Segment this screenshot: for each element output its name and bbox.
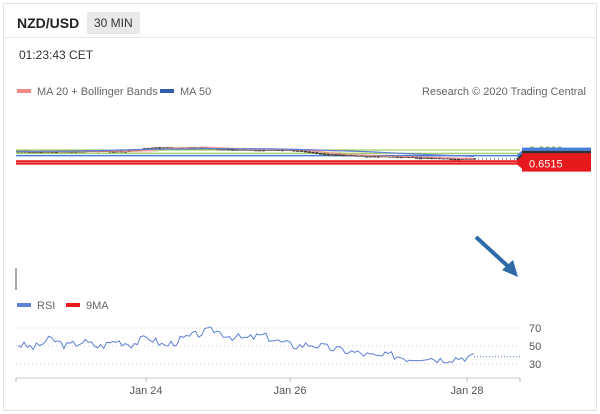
- candle-body: [112, 151, 116, 153]
- candle-body: [430, 157, 434, 160]
- ma50-legend-swatch: [160, 89, 174, 93]
- ma9-legend-label: 9MA: [86, 300, 109, 312]
- support-label-bg: [522, 155, 591, 172]
- support-label: 0.6515: [529, 159, 563, 171]
- ma50-line: [18, 148, 475, 157]
- candle-body: [303, 150, 308, 153]
- research-credit: Research © 2020 Trading Central: [422, 86, 586, 98]
- candle-body: [315, 152, 319, 155]
- forecast-arrow: [474, 235, 514, 272]
- rsi-tick-label: 50: [529, 341, 541, 353]
- timestamp: 01:23:43 CET: [19, 48, 94, 62]
- ma50-legend-label: MA 50: [180, 86, 211, 98]
- candle-body: [307, 151, 311, 153]
- candle-body: [368, 155, 373, 158]
- candle-body: [311, 151, 315, 154]
- candle-body: [342, 154, 346, 157]
- price-levels: [15, 149, 520, 290]
- candle-body: [338, 154, 342, 156]
- candle-body: [414, 157, 419, 159]
- candle-body: [261, 149, 265, 152]
- candle-body: [453, 158, 457, 161]
- timeframe-button[interactable]: 30 MIN: [87, 12, 140, 34]
- forecast-arrow-head: [502, 260, 518, 277]
- candle-body: [296, 150, 300, 152]
- chart-widget: NZD/USD 30 MIN 01:23:43 CET: [3, 3, 597, 411]
- x-tick-label: Jan 26: [273, 385, 306, 397]
- candle-body: [326, 153, 331, 156]
- rsi-line: [17, 326, 475, 364]
- candle-body: [449, 158, 453, 161]
- candle-body: [376, 155, 380, 158]
- candle-body: [299, 150, 304, 152]
- candle-body: [334, 154, 338, 156]
- candle-body: [418, 157, 423, 160]
- candle-body: [322, 153, 327, 156]
- ma20-legend-label: MA 20 + Bollinger Bands: [37, 86, 158, 98]
- candle-body: [253, 149, 258, 152]
- chart-header: NZD/USD 30 MIN: [4, 4, 596, 38]
- x-tick-label: Jan 28: [450, 385, 483, 397]
- rsi-tick-label: 30: [529, 359, 541, 371]
- rsi-legend-label: RSI: [37, 300, 55, 312]
- candle-body: [345, 154, 350, 157]
- rsi-tick-label: 70: [529, 323, 541, 335]
- x-axis: Jan 24 Jan 26 Jan 28: [15, 378, 521, 397]
- candle-body: [319, 152, 323, 155]
- moving-averages: [17, 147, 475, 160]
- candle-body: [154, 147, 158, 149]
- support-label-pointer: [516, 158, 522, 169]
- ma9-legend-swatch: [66, 303, 80, 307]
- candle-body: [234, 149, 239, 151]
- candle-body: [330, 154, 334, 156]
- rsi-panel: 70 50 30: [16, 323, 541, 371]
- level-labels: 0.66000.65800.65650.65440.65300.6515: [516, 145, 591, 172]
- candle-body: [230, 149, 235, 151]
- x-tick-label: Jan 24: [129, 385, 162, 397]
- currency-pair-title: NZD/USD: [17, 15, 80, 31]
- candle-body: [422, 157, 426, 159]
- candle-body: [365, 155, 369, 158]
- ma20-legend-swatch: [17, 89, 31, 93]
- candle-body: [457, 158, 461, 161]
- rsi-legend-swatch: [17, 303, 31, 307]
